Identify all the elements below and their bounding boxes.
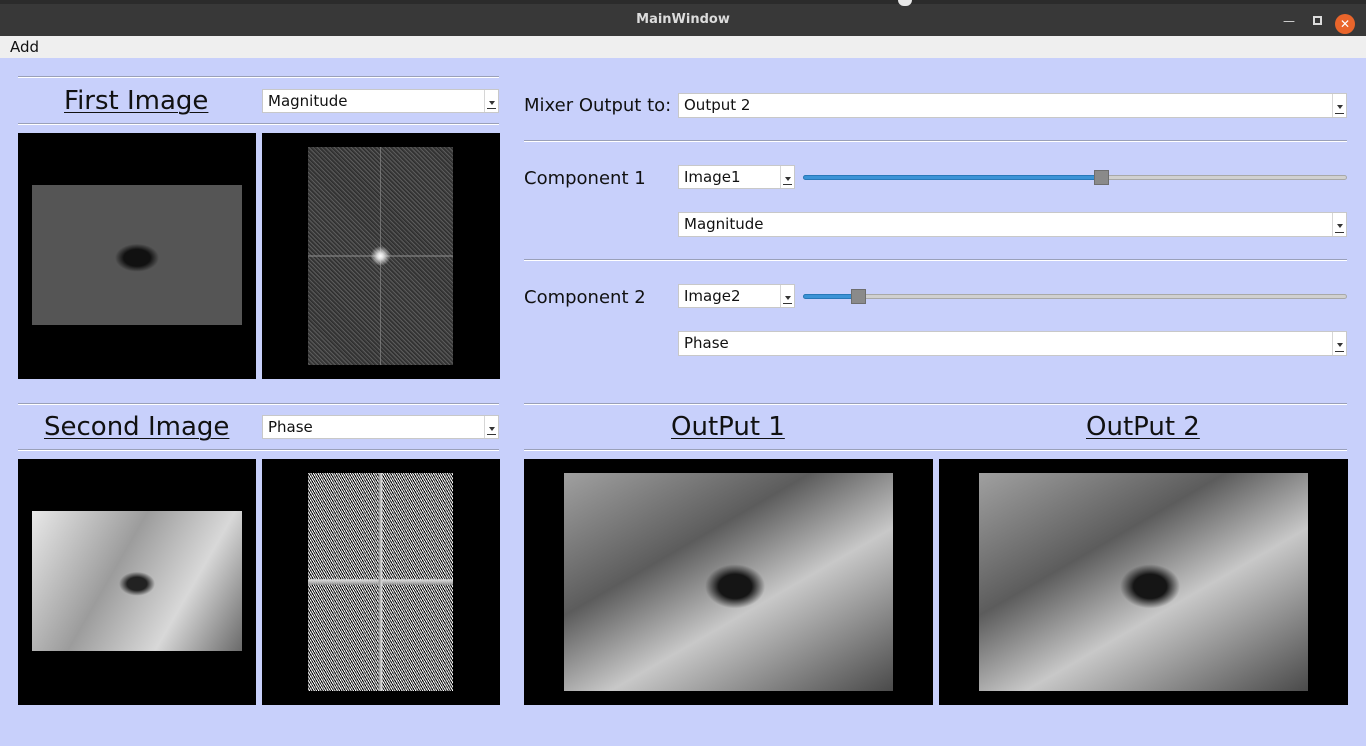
- output1-view[interactable]: [524, 459, 933, 705]
- first-image-title: First Image: [64, 86, 209, 116]
- window-title: MainWindow: [636, 12, 730, 27]
- chevron-down-icon: [780, 166, 794, 188]
- slider-handle[interactable]: [1094, 170, 1109, 185]
- component1-ratio-slider[interactable]: [803, 168, 1347, 188]
- maximize-icon[interactable]: [1308, 12, 1326, 30]
- chevron-down-icon: [484, 90, 498, 112]
- divider: [524, 449, 1347, 451]
- second-image-photo: [32, 511, 242, 651]
- mixer-output-select[interactable]: Output 2: [678, 93, 1347, 118]
- cursor-mark: [898, 0, 912, 6]
- output2-view[interactable]: [939, 459, 1348, 705]
- chevron-down-icon: [484, 416, 498, 438]
- divider: [524, 259, 1347, 261]
- title-bar: MainWindow — ✕: [0, 0, 1366, 36]
- output2-image: [979, 473, 1308, 691]
- second-image-title: Second Image: [44, 412, 230, 442]
- output2-title: OutPut 2: [1086, 412, 1200, 442]
- component2-image-value: Image2: [684, 287, 741, 305]
- menu-item-add[interactable]: Add: [10, 38, 40, 56]
- divider: [18, 76, 499, 78]
- component1-mode-value: Magnitude: [684, 215, 764, 233]
- second-image-component-view[interactable]: [262, 459, 500, 705]
- minimize-icon[interactable]: —: [1283, 14, 1295, 28]
- chevron-down-icon: [1332, 213, 1346, 236]
- divider: [524, 140, 1347, 142]
- mixer-output-value: Output 2: [684, 96, 751, 114]
- first-image-mode-value: Magnitude: [268, 92, 348, 110]
- slider-fill: [803, 175, 1102, 180]
- component1-image-select[interactable]: Image1: [678, 165, 795, 189]
- close-icon[interactable]: ✕: [1335, 14, 1355, 34]
- first-image-view[interactable]: [18, 133, 256, 379]
- chevron-down-icon: [1332, 332, 1346, 355]
- component1-label: Component 1: [524, 168, 646, 189]
- second-image-mode-select[interactable]: Phase: [262, 415, 499, 439]
- component1-image-value: Image1: [684, 168, 741, 186]
- first-image-mode-select[interactable]: Magnitude: [262, 89, 499, 113]
- divider: [18, 123, 499, 125]
- menu-bar: Add: [0, 36, 1366, 58]
- second-image-mode-value: Phase: [268, 418, 313, 436]
- output1-image: [564, 473, 893, 691]
- component2-mode-value: Phase: [684, 334, 729, 352]
- second-image-phase-spectrum: [308, 473, 453, 691]
- chevron-down-icon: [1332, 94, 1346, 117]
- divider: [18, 449, 499, 451]
- first-image-photo: [32, 185, 242, 325]
- output1-title: OutPut 1: [671, 412, 785, 442]
- component2-ratio-slider[interactable]: [803, 287, 1347, 307]
- slider-groove: [803, 294, 1347, 299]
- slider-handle[interactable]: [851, 289, 866, 304]
- divider: [524, 403, 1347, 405]
- component2-image-select[interactable]: Image2: [678, 284, 795, 308]
- chevron-down-icon: [780, 285, 794, 307]
- component2-mode-select[interactable]: Phase: [678, 331, 1347, 356]
- first-image-magnitude-spectrum: [308, 147, 453, 365]
- component1-mode-select[interactable]: Magnitude: [678, 212, 1347, 237]
- divider: [18, 403, 499, 405]
- mixer-output-label: Mixer Output to:: [524, 95, 672, 116]
- component2-label: Component 2: [524, 287, 646, 308]
- second-image-view[interactable]: [18, 459, 256, 705]
- first-image-component-view[interactable]: [262, 133, 500, 379]
